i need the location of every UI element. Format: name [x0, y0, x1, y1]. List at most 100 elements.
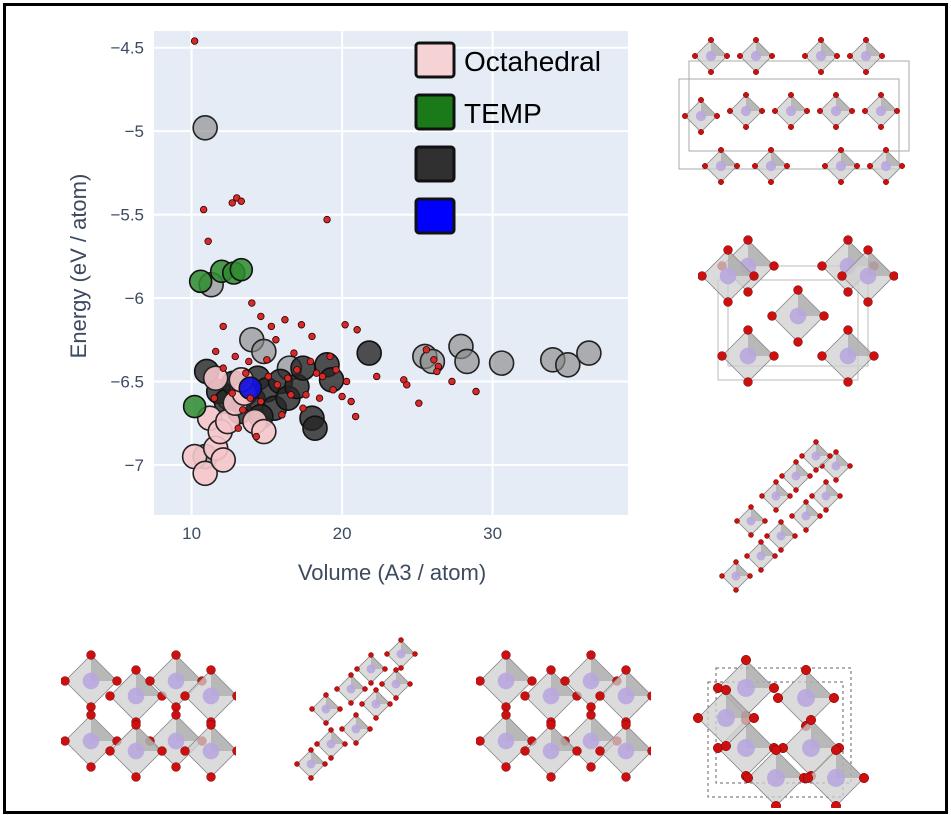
octahedron [334, 672, 368, 706]
y-tick-label: −6 [125, 289, 144, 308]
structure-cubic-cell [698, 235, 898, 387]
data-points [181, 37, 602, 487]
octahedron [727, 92, 765, 130]
point-gray-large [488, 350, 515, 376]
point-red-small [472, 387, 480, 396]
point-red-small [351, 412, 360, 421]
point-red-small [278, 411, 286, 419]
octahedron [359, 687, 393, 721]
point-red-small [248, 299, 256, 307]
legend-label: Octahedral [464, 46, 601, 77]
octahedron [809, 479, 843, 513]
point-green-temp [229, 257, 254, 282]
point-red-small [290, 349, 298, 357]
point-red-small [287, 391, 295, 399]
octahedron [744, 539, 778, 573]
point-red-small [204, 237, 212, 245]
octahedron [772, 92, 810, 130]
octahedron [737, 37, 775, 75]
point-red-small [433, 367, 441, 376]
point-red-small [228, 389, 236, 397]
point-red-small [219, 364, 227, 372]
point-red-small [267, 322, 276, 331]
point-red-small [341, 321, 349, 329]
point-pink-octahedral [210, 447, 237, 473]
octahedron [772, 664, 840, 732]
point-red-small [422, 346, 431, 354]
point-red-small [211, 347, 220, 356]
octahedron [309, 692, 343, 726]
x-axis-title: Volume (A3 / atom) [298, 560, 486, 585]
point-red-small [273, 381, 282, 389]
octahedron [105, 720, 167, 782]
point-red-small [342, 377, 351, 386]
point-red-small [263, 356, 271, 364]
axis-ticks: 10 20 30 −4.5 −5 −5.5 −6 −6.5 −7 [110, 39, 502, 543]
octahedron [294, 747, 328, 781]
y-axis-title: Energy (eV / atom) [66, 174, 91, 359]
octahedron [520, 720, 582, 782]
point-red-small [329, 386, 337, 394]
octahedron [817, 325, 879, 387]
point-pink-octahedral [192, 460, 218, 487]
octahedron [779, 459, 813, 493]
point-red-small [347, 397, 355, 406]
point-red-small [448, 377, 456, 386]
point-red-small [415, 399, 423, 407]
point-red-small [332, 366, 340, 374]
octahedron [802, 744, 870, 808]
point-red-small [323, 215, 331, 224]
point-red-small [312, 369, 321, 377]
octahedron [719, 559, 753, 593]
structure-diagonal-b [294, 637, 418, 781]
point-red-small [242, 369, 250, 377]
point-red-small [190, 37, 199, 45]
point-red-small [315, 394, 324, 402]
legend-swatch [414, 93, 456, 131]
octahedron [867, 147, 905, 185]
octahedron [742, 744, 810, 808]
octahedron [180, 720, 236, 782]
structure-rutile-a [61, 650, 236, 782]
point-red-small [281, 316, 289, 324]
octahedron [476, 650, 537, 712]
legend-swatch [414, 197, 456, 235]
point-red-small [373, 372, 381, 381]
point-red-small [210, 394, 218, 402]
point-red-small [239, 406, 247, 414]
y-tick-label: −5.5 [110, 206, 144, 225]
octahedron [764, 519, 798, 553]
point-black-large [356, 340, 382, 366]
octahedron [759, 479, 793, 513]
point-red-small [338, 392, 346, 401]
legend: Octahedral TEMP [414, 41, 601, 235]
structure-layered [678, 37, 910, 185]
point-red-small [430, 356, 438, 364]
y-tick-label: −4.5 [110, 39, 144, 58]
y-tick-label: −6.5 [110, 372, 144, 391]
point-red-small [231, 352, 239, 361]
structure-rutile-b [476, 650, 651, 782]
point-red-small [245, 357, 253, 366]
octahedron [379, 667, 413, 701]
octahedron [61, 650, 122, 712]
x-tick-label: 30 [483, 524, 502, 543]
point-red-small [272, 336, 280, 344]
point-red-small [353, 326, 361, 334]
point-black-large [302, 415, 328, 442]
point-green-temp [182, 394, 207, 419]
point-red-small [234, 424, 242, 432]
point-red-small [257, 312, 265, 321]
octahedron [802, 37, 840, 75]
octahedron [734, 504, 768, 538]
point-gray-large [454, 348, 480, 375]
octahedron [692, 684, 760, 752]
y-tick-label: −5 [125, 122, 144, 141]
structure-dashed-cell [692, 654, 870, 808]
octahedron [339, 712, 373, 746]
figure-frame: 10 20 30 −4.5 −5 −5.5 −6 −6.5 −7 Volume (A3 / at… [3, 3, 948, 814]
octahedron [752, 147, 790, 185]
x-tick-label: 20 [333, 524, 352, 543]
point-gray-large [251, 338, 277, 365]
octahedron [822, 147, 860, 185]
